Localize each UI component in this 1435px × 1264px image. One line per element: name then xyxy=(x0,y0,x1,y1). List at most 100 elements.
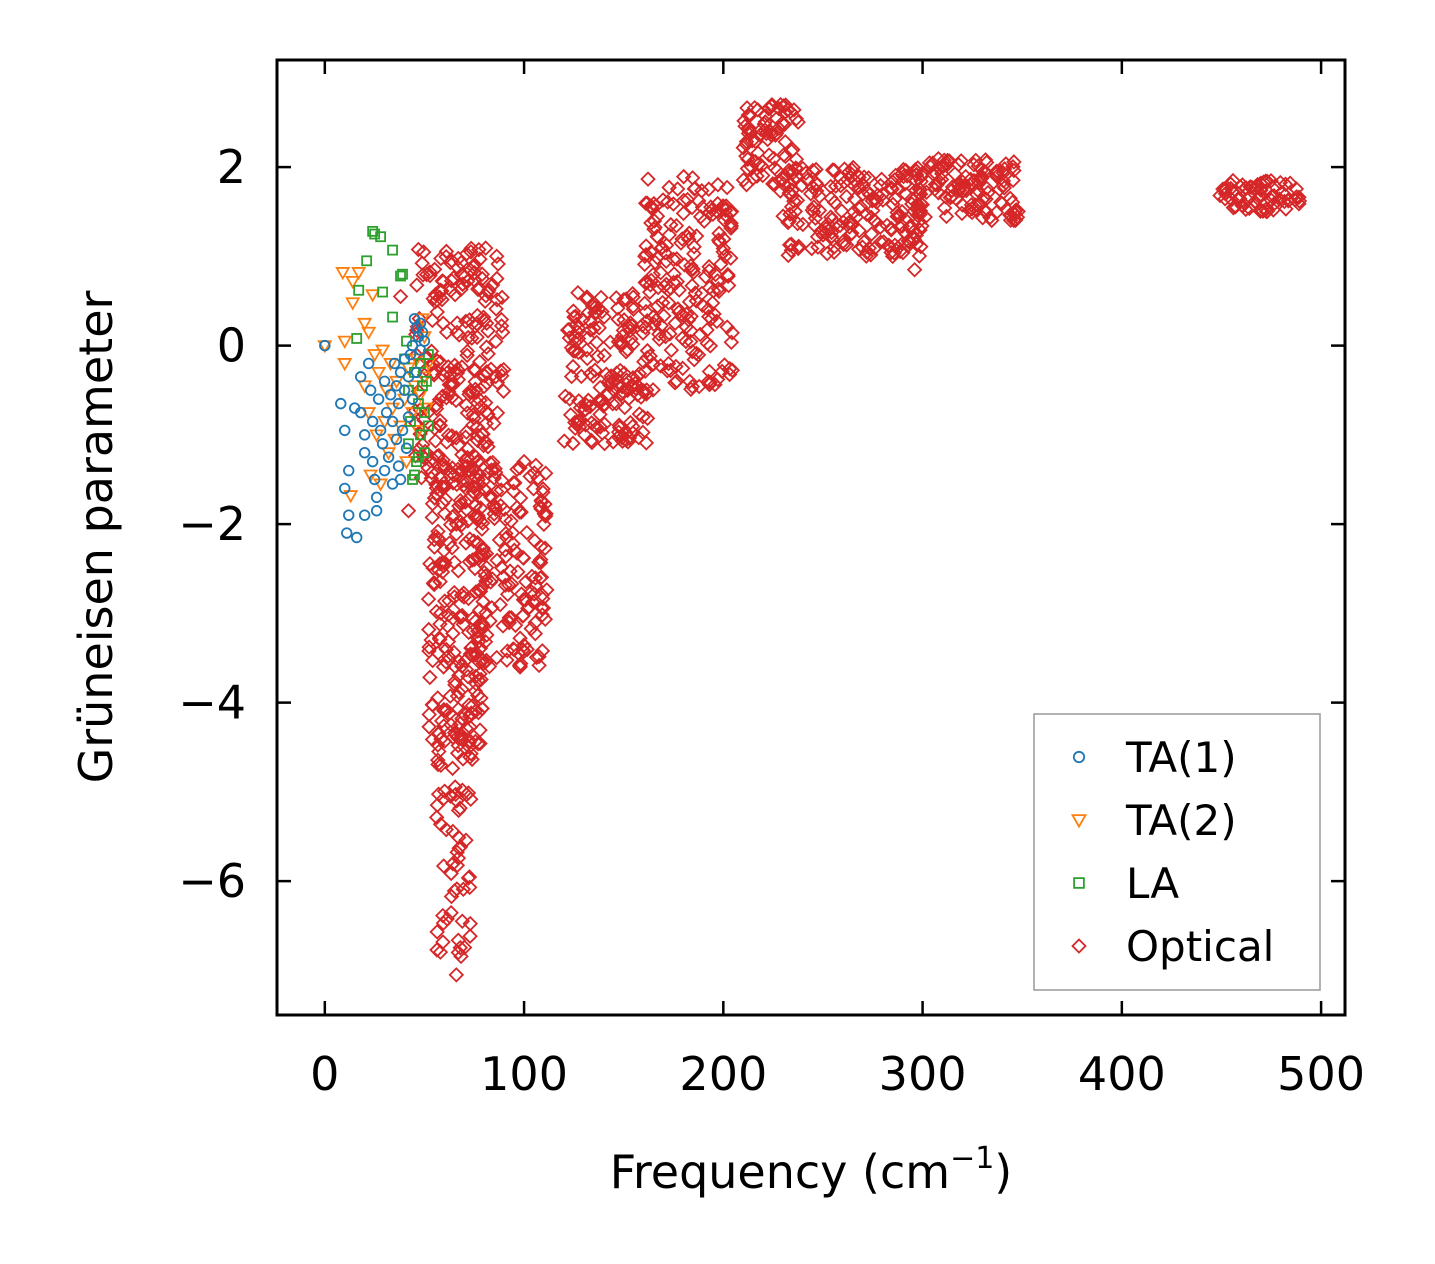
point-optical xyxy=(660,295,677,311)
point-la xyxy=(369,228,381,240)
point-optical xyxy=(471,279,487,296)
point-optical xyxy=(658,237,675,254)
point-optical xyxy=(645,266,661,283)
point-optical xyxy=(887,190,903,207)
point-optical xyxy=(936,158,952,174)
point-optical xyxy=(608,376,625,393)
y-tick-label: 2 xyxy=(217,140,246,194)
point-optical xyxy=(450,944,467,961)
point-ta2 xyxy=(392,420,409,434)
point-ta1 xyxy=(406,393,419,405)
point-optical xyxy=(775,171,791,188)
point-optical xyxy=(492,596,508,613)
point-optical xyxy=(661,179,677,196)
point-optical xyxy=(765,176,781,192)
point-optical xyxy=(753,121,769,138)
point-optical xyxy=(675,205,692,222)
point-optical xyxy=(449,857,466,874)
point-ta2 xyxy=(375,344,391,358)
point-optical xyxy=(674,231,690,247)
point-la xyxy=(423,420,434,432)
point-optical xyxy=(645,382,661,398)
point-optical xyxy=(478,559,495,576)
point-la xyxy=(409,469,420,481)
point-optical xyxy=(666,266,682,282)
point-optical xyxy=(458,458,474,475)
point-optical xyxy=(539,582,555,598)
point-optical xyxy=(697,268,714,285)
point-la xyxy=(375,231,387,243)
point-optical xyxy=(449,729,466,745)
point-optical xyxy=(472,500,489,516)
point-optical xyxy=(654,294,671,311)
point-optical xyxy=(425,560,441,576)
point-ta1 xyxy=(370,505,383,517)
point-ta1 xyxy=(376,438,389,450)
point-optical xyxy=(472,735,488,752)
point-ta1 xyxy=(386,415,399,428)
legend-marker xyxy=(1073,877,1085,889)
point-optical xyxy=(669,181,686,197)
legend-label: TA(2) xyxy=(1125,796,1237,845)
point-optical xyxy=(854,239,871,255)
point-optical xyxy=(447,677,463,693)
point-optical xyxy=(453,587,470,604)
point-la xyxy=(361,255,373,267)
point-optical xyxy=(429,924,445,940)
point-optical xyxy=(454,710,470,727)
point-optical xyxy=(906,261,923,278)
point-optical xyxy=(435,273,452,290)
point-optical xyxy=(430,645,446,661)
point-optical xyxy=(638,303,654,320)
point-optical xyxy=(420,591,437,607)
point-ta1 xyxy=(392,397,405,410)
point-optical xyxy=(906,231,923,248)
point-optical xyxy=(435,858,452,874)
legend-label: LA xyxy=(1126,859,1179,908)
point-optical xyxy=(640,171,656,187)
point-optical xyxy=(678,306,695,323)
point-optical xyxy=(570,285,586,301)
x-axis-ticks: 0 100 200 300 400 500 xyxy=(310,60,1365,1101)
point-optical xyxy=(805,199,822,215)
point-ta1 xyxy=(354,406,367,419)
point-ta2 xyxy=(367,349,383,363)
point-optical xyxy=(763,127,779,143)
point-optical xyxy=(489,270,505,287)
point-ta1 xyxy=(341,527,353,539)
point-optical xyxy=(1006,154,1022,170)
point-optical xyxy=(622,414,639,431)
point-ta1 xyxy=(388,357,401,370)
point-ta1 xyxy=(380,406,393,419)
point-optical xyxy=(436,457,453,473)
point-optical xyxy=(450,829,467,846)
point-optical xyxy=(912,186,929,202)
point-optical xyxy=(464,330,480,346)
legend-marker xyxy=(1071,938,1087,954)
point-optical xyxy=(1006,212,1022,229)
point-ta1 xyxy=(343,509,355,521)
point-optical xyxy=(938,208,955,225)
point-optical xyxy=(422,264,438,280)
point-optical xyxy=(914,165,931,182)
point-optical xyxy=(723,334,740,351)
point-optical xyxy=(895,244,911,261)
point-optical xyxy=(780,102,796,118)
point-optical xyxy=(532,554,549,571)
point-optical xyxy=(1272,174,1289,191)
point-optical xyxy=(447,786,464,803)
point-optical xyxy=(519,641,535,658)
point-optical xyxy=(583,432,600,449)
point-optical xyxy=(430,737,446,753)
point-ta1 xyxy=(364,384,377,396)
point-optical xyxy=(489,374,506,391)
point-optical xyxy=(1222,176,1239,192)
point-optical xyxy=(690,193,707,209)
point-optical xyxy=(596,347,613,364)
point-optical xyxy=(433,713,450,729)
point-optical xyxy=(447,673,463,690)
point-optical xyxy=(660,355,677,372)
legend-marker xyxy=(1072,750,1086,764)
point-optical xyxy=(523,620,539,637)
point-optical xyxy=(610,311,626,328)
